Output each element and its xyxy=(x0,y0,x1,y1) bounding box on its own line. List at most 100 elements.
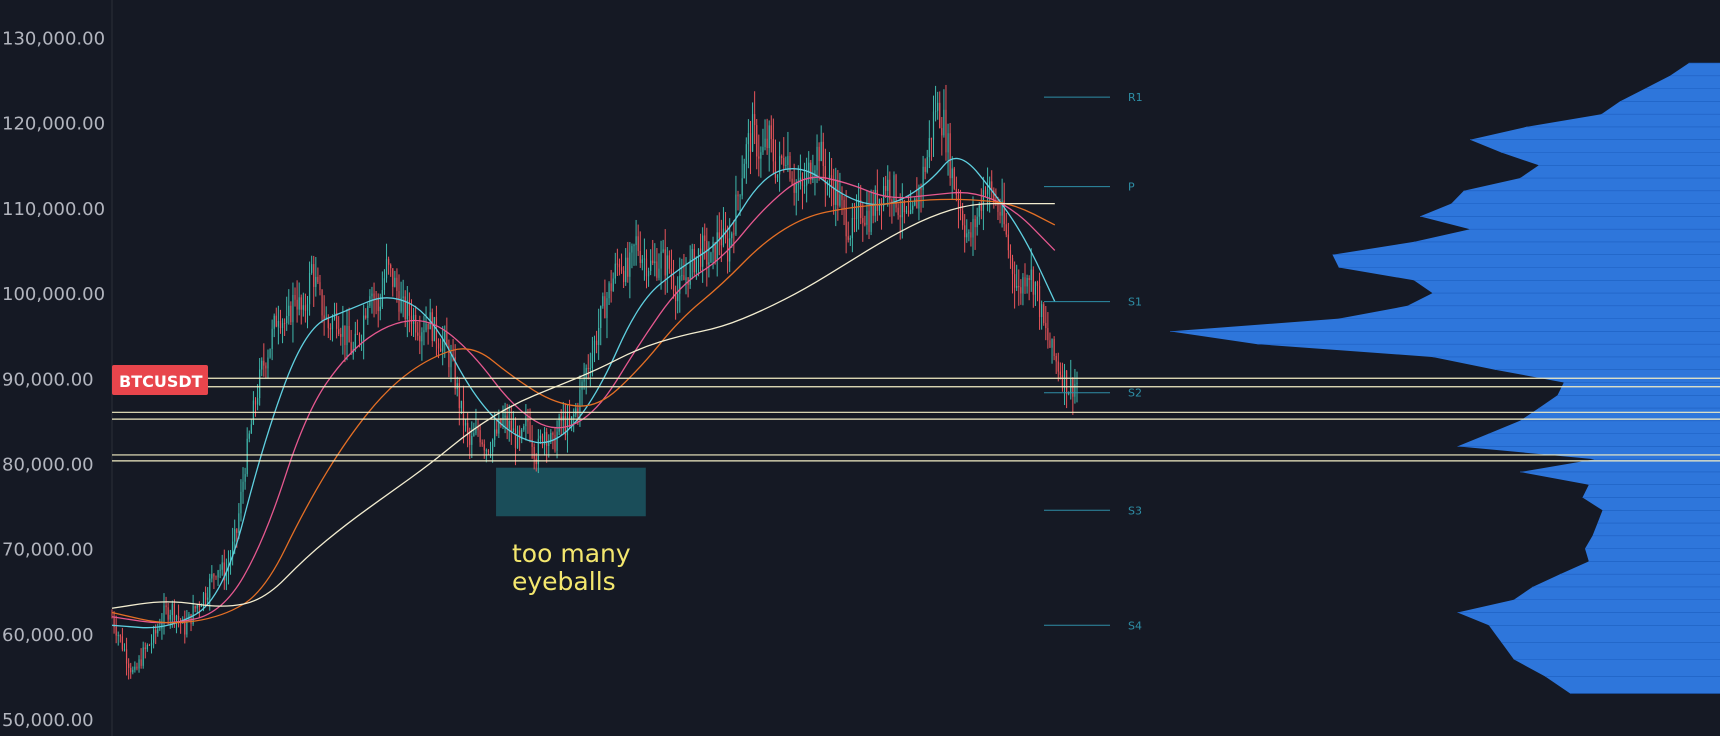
candle-body xyxy=(1043,304,1045,324)
candle-body xyxy=(250,424,252,434)
candle-body xyxy=(789,155,791,179)
candle-body xyxy=(589,368,591,370)
candle-body xyxy=(743,163,745,179)
candle-body xyxy=(415,314,417,333)
candle-body xyxy=(473,433,475,436)
candle-body xyxy=(754,114,756,126)
candle-body xyxy=(778,156,781,175)
candle-body xyxy=(142,647,144,666)
candle-body xyxy=(575,408,577,415)
candle-body xyxy=(294,294,296,300)
candle-body xyxy=(899,215,901,218)
candle-body xyxy=(862,218,864,223)
candle-body xyxy=(768,125,770,149)
candle-body xyxy=(598,328,600,345)
candle-body xyxy=(595,340,598,345)
candle-body xyxy=(643,258,646,260)
candle-body xyxy=(444,331,446,341)
candle-body xyxy=(198,605,200,607)
candle-body xyxy=(521,429,523,440)
candle-body xyxy=(277,320,279,327)
candle-body xyxy=(406,300,408,320)
candle-body xyxy=(221,562,223,570)
candle-body xyxy=(279,320,282,329)
candle-body xyxy=(1049,340,1051,348)
candle-body xyxy=(889,179,891,200)
candle-body xyxy=(404,296,406,320)
candle-body xyxy=(121,636,123,650)
candle-body xyxy=(791,178,793,185)
candle-body xyxy=(1059,371,1061,375)
candle-body xyxy=(652,260,654,264)
candle-body xyxy=(284,323,286,324)
moving-average-mid xyxy=(111,176,1056,624)
candle-body xyxy=(830,175,833,188)
candle-body xyxy=(876,189,878,211)
candle-body xyxy=(148,644,151,646)
candle-body xyxy=(787,155,789,166)
price-tick-label: 60,000.00 xyxy=(2,625,94,646)
candle-body xyxy=(1024,277,1026,287)
candle-body xyxy=(845,208,847,237)
candle-body xyxy=(331,318,334,330)
candle-body xyxy=(903,200,905,213)
candle-body xyxy=(525,418,527,427)
candle-body xyxy=(955,188,957,196)
candle-body xyxy=(346,325,348,346)
candle-body xyxy=(932,111,935,140)
candle-body xyxy=(200,605,203,607)
price-axis[interactable]: 130,000.00 120,000.00 110,000.00 100,000.00… xyxy=(2,29,105,732)
candle-body xyxy=(527,418,529,422)
candle-body xyxy=(616,263,618,265)
candle-body xyxy=(117,635,119,636)
chart-annotation[interactable]: too many eyeballs xyxy=(512,539,631,596)
candle-body xyxy=(573,414,575,417)
candle-body xyxy=(874,189,876,216)
candle-body xyxy=(972,218,974,238)
candle-body xyxy=(966,233,968,238)
candle-body xyxy=(1036,281,1039,286)
horizontal-levels[interactable] xyxy=(112,377,1720,462)
candle-body xyxy=(968,232,970,234)
candle-body xyxy=(741,178,743,196)
candle-body xyxy=(288,305,290,317)
candle-body xyxy=(186,621,188,635)
candle-body xyxy=(733,233,735,235)
candle-body xyxy=(1020,287,1022,294)
candle-body xyxy=(810,162,812,180)
candle-body xyxy=(1028,277,1030,281)
candle-body xyxy=(951,168,953,179)
candle-body xyxy=(491,439,494,453)
candle-body xyxy=(795,183,797,193)
candle-body xyxy=(816,146,818,171)
candle-body xyxy=(140,659,142,666)
candle-body xyxy=(564,416,566,436)
candle-body xyxy=(531,439,533,447)
candle-body xyxy=(1014,274,1016,288)
candle-body xyxy=(329,328,331,330)
candle-body xyxy=(656,261,658,278)
candle-body xyxy=(610,283,612,291)
candle-body xyxy=(914,198,916,206)
candle-body xyxy=(546,431,548,446)
price-tick-label: 70,000.00 xyxy=(2,540,94,561)
pivot-label: R1 xyxy=(1128,91,1143,104)
candle-body xyxy=(215,576,217,578)
candle-body xyxy=(926,157,928,172)
candle-body xyxy=(325,317,327,319)
candle-body xyxy=(1066,370,1068,395)
candle-body xyxy=(165,605,167,608)
candle-body xyxy=(539,435,542,439)
candle-body xyxy=(675,291,677,302)
candle-body xyxy=(756,125,758,157)
candle-body xyxy=(410,315,413,324)
candle-body xyxy=(523,426,525,430)
candle-body xyxy=(1030,269,1032,281)
candle-body xyxy=(901,200,903,218)
candle-body xyxy=(125,649,128,664)
candle-body xyxy=(273,315,275,329)
candle-body xyxy=(577,408,579,414)
candle-body xyxy=(764,138,766,147)
